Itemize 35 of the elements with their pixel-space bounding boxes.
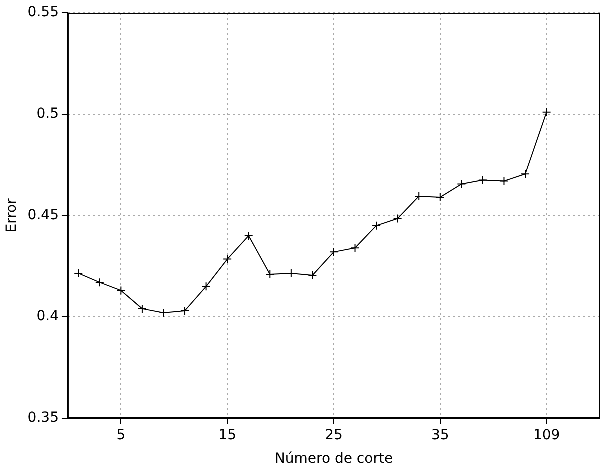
- y-tick-label: 0.55: [28, 4, 59, 21]
- point: [159, 308, 168, 318]
- point: [95, 278, 104, 288]
- point: [393, 214, 402, 224]
- point: [350, 244, 360, 253]
- point: [329, 248, 338, 257]
- y-tick-label: 0.5: [36, 106, 59, 122]
- x-axis-title: Número de corte: [274, 451, 394, 468]
- point: [521, 170, 530, 179]
- x-tick-label: 25: [325, 427, 343, 444]
- y-tick-label: 0.45: [28, 207, 59, 224]
- x-tick-label: 109: [533, 427, 560, 444]
- x-tick-label: 5: [116, 427, 126, 444]
- point: [266, 270, 275, 279]
- y-tick-label: 0.4: [36, 308, 60, 325]
- point: [286, 268, 296, 278]
- point: [436, 192, 445, 202]
- point: [308, 270, 318, 280]
- point: [372, 221, 382, 230]
- point: [116, 286, 126, 296]
- x-tick-label: 15: [218, 427, 236, 444]
- point: [223, 254, 232, 264]
- point: [500, 176, 509, 186]
- point: [74, 268, 84, 278]
- point: [414, 192, 424, 201]
- x-tick-label: 35: [431, 427, 450, 444]
- point: [138, 304, 147, 314]
- point: [478, 176, 488, 185]
- point: [542, 108, 552, 117]
- y-tick-label: 0.35: [28, 410, 59, 426]
- point: [180, 306, 190, 316]
- y-axis-title: Error: [4, 198, 20, 233]
- point: [244, 231, 254, 240]
- point: [457, 180, 466, 189]
- point: [202, 282, 211, 292]
